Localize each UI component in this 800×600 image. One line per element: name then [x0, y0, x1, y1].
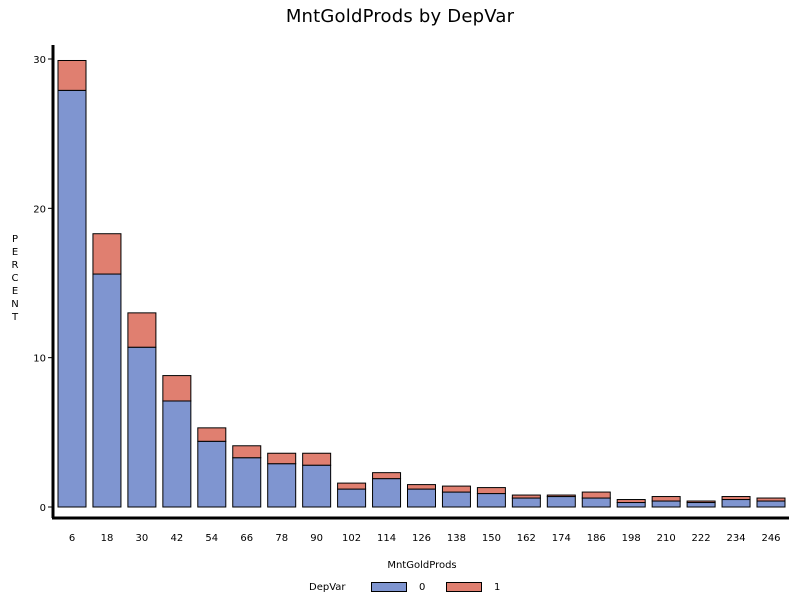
bar-segment-series-1: [686, 500, 716, 504]
bar-segment-series-0: [162, 400, 192, 508]
bar-segment-series-0: [372, 478, 402, 508]
legend-item-1: 1: [446, 580, 516, 594]
bar-segment-series-1: [511, 494, 541, 499]
bar-segment-series-0: [441, 491, 471, 508]
bar-segment-series-0: [651, 500, 681, 508]
x-tick-label: 174: [552, 533, 571, 544]
legend-label-1: 1: [494, 582, 501, 593]
y-tick-label: 0: [40, 503, 46, 514]
x-tick-label: 126: [412, 533, 431, 544]
bar-segment-series-1: [546, 494, 576, 498]
x-tick-label: 210: [657, 533, 676, 544]
x-tick-label: 114: [377, 533, 396, 544]
y-axis-label-char: T: [11, 312, 19, 323]
bar-segment-series-1: [197, 427, 227, 442]
x-tick-label: 138: [447, 533, 466, 544]
legend-label-0: 0: [419, 582, 426, 593]
x-tick-label: 222: [692, 533, 711, 544]
bar-segment-series-0: [57, 89, 87, 508]
plot-area: [57, 59, 786, 508]
bar-segment-series-0: [267, 463, 297, 508]
x-tick-label: 78: [275, 533, 288, 544]
x-tick-label: 18: [101, 533, 114, 544]
bar-segment-series-0: [92, 273, 122, 508]
x-tick-label: 54: [205, 533, 218, 544]
bar-segment-series-1: [232, 445, 262, 459]
x-tick-label: 42: [170, 533, 183, 544]
y-axis-label-char: E: [12, 286, 18, 297]
bar-segment-series-1: [267, 452, 297, 465]
x-tick-label: 6: [69, 533, 75, 544]
bar-segment-series-0: [232, 457, 262, 508]
bar-segment-series-0: [407, 488, 436, 508]
bar-segment-series-1: [407, 484, 436, 490]
bar-segment-series-0: [337, 488, 367, 508]
x-tick-label: 186: [587, 533, 606, 544]
bar-segment-series-0: [302, 464, 332, 508]
bar-segment-series-0: [476, 493, 506, 508]
bar-segment-series-1: [441, 485, 471, 493]
bar-segment-series-1: [92, 233, 122, 275]
y-axis-label-char: R: [12, 260, 19, 271]
bar-segment-series-0: [616, 502, 646, 508]
bar-segment-series-1: [302, 452, 332, 466]
bar-segment-series-0: [197, 440, 227, 508]
bar-segment-series-1: [651, 496, 681, 502]
y-tick-label: 10: [33, 354, 46, 365]
legend-swatch-0: [371, 582, 407, 592]
bar-segment-series-1: [721, 496, 751, 501]
chart-title: MntGoldProds by DepVar: [285, 6, 515, 27]
bar-segment-series-1: [162, 375, 192, 402]
x-tick-label: 150: [482, 533, 501, 544]
bar-segment-series-1: [476, 487, 506, 495]
bar-segment-series-1: [337, 482, 367, 490]
y-tick-label: 30: [33, 55, 46, 66]
x-tick-label: 234: [727, 533, 746, 544]
bar-segment-series-0: [511, 497, 541, 508]
bar-segment-series-0: [546, 496, 576, 508]
y-axis-label-char: P: [12, 234, 18, 245]
y-axis-label-char: C: [12, 273, 19, 284]
legend-swatch-1: [446, 582, 482, 592]
bar-segment-series-1: [57, 59, 87, 91]
y-tick-label: 20: [33, 204, 46, 215]
x-tick-label: 30: [136, 533, 149, 544]
legend-item-0: 0: [371, 580, 441, 594]
y-axis-label-char: E: [12, 247, 18, 258]
bar-segment-series-1: [127, 312, 157, 348]
bar-segment-series-0: [581, 497, 611, 508]
x-tick-label: 162: [517, 533, 536, 544]
bar-segment-series-0: [756, 500, 786, 508]
bar-segment-series-1: [372, 472, 402, 480]
x-tick-label: 66: [240, 533, 253, 544]
bar-segment-series-0: [127, 346, 157, 508]
x-tick-label: 198: [622, 533, 641, 544]
bar-segment-series-1: [616, 499, 646, 504]
x-tick-label: 102: [342, 533, 361, 544]
bar-segment-series-1: [581, 491, 611, 499]
x-axis-label: MntGoldProds: [387, 560, 456, 571]
x-tick-label: 246: [761, 533, 780, 544]
bar-segment-series-0: [721, 499, 751, 508]
x-tick-label: 90: [310, 533, 323, 544]
bar-segment-series-1: [756, 497, 786, 502]
bar-segment-series-0: [686, 502, 716, 508]
y-axis-label-char: N: [11, 299, 18, 310]
legend-title: DepVar: [309, 582, 346, 593]
legend: DepVar 0 1: [0, 580, 800, 596]
